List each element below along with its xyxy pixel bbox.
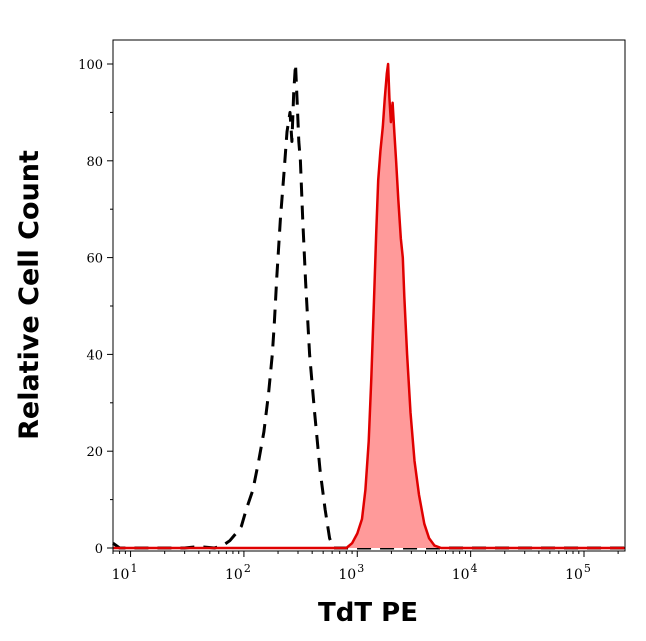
plot-area bbox=[112, 62, 625, 550]
plot-frame bbox=[112, 39, 626, 552]
y-tick-label: 40 bbox=[86, 348, 103, 363]
y-tick-label: 60 bbox=[86, 252, 103, 267]
x-axis-title: TdT PE bbox=[318, 598, 418, 628]
y-tick-label: 100 bbox=[78, 58, 103, 73]
y-tick-label: 20 bbox=[86, 445, 103, 460]
y-tick-label: 0 bbox=[95, 542, 103, 557]
x-tick-label: 105 bbox=[565, 562, 591, 583]
x-tick-label: 102 bbox=[225, 562, 251, 583]
series-2-line bbox=[113, 62, 625, 550]
y-tick-label: 80 bbox=[86, 155, 103, 170]
series-1-line bbox=[112, 62, 625, 550]
x-tick-label: 101 bbox=[112, 562, 138, 583]
series-2-area bbox=[113, 64, 625, 548]
y-axis-title: Relative Cell Count bbox=[14, 150, 45, 440]
x-tick-label: 104 bbox=[452, 562, 478, 583]
x-tick-label: 103 bbox=[338, 562, 364, 583]
axes: 0 20 40 60 80 100 101 102 103 104 105 bbox=[78, 39, 626, 583]
